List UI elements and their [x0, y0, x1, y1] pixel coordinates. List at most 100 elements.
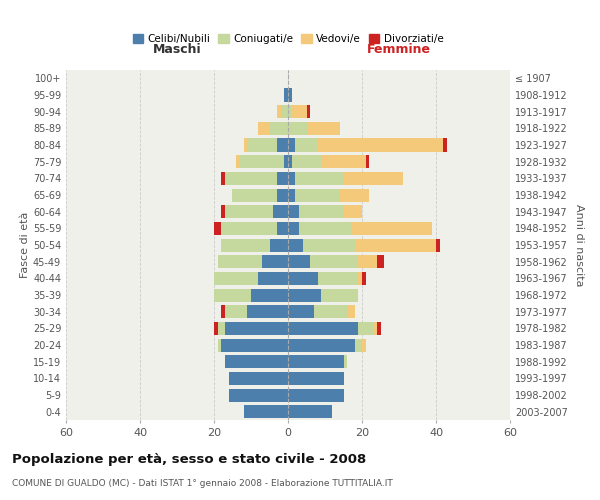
Bar: [358, 255, 377, 268]
Bar: [225, 355, 288, 368]
Bar: [259, 272, 288, 285]
Bar: [292, 155, 322, 168]
Bar: [244, 405, 288, 418]
Bar: [340, 188, 370, 202]
Bar: [277, 138, 288, 151]
Bar: [355, 338, 362, 351]
Bar: [307, 105, 310, 118]
Bar: [288, 272, 317, 285]
Bar: [347, 305, 355, 318]
Bar: [322, 288, 358, 302]
Bar: [247, 305, 288, 318]
Bar: [288, 172, 295, 185]
Bar: [443, 138, 447, 151]
Bar: [314, 305, 347, 318]
Bar: [277, 172, 288, 185]
Bar: [288, 322, 358, 335]
Bar: [284, 155, 288, 168]
Bar: [221, 222, 277, 235]
Bar: [225, 322, 288, 335]
Bar: [221, 205, 225, 218]
Bar: [373, 322, 377, 335]
Text: Maschi: Maschi: [152, 43, 202, 56]
Bar: [362, 272, 366, 285]
Bar: [288, 388, 343, 402]
Bar: [221, 338, 288, 351]
Bar: [214, 222, 221, 235]
Bar: [273, 205, 288, 218]
Bar: [221, 238, 269, 252]
Bar: [310, 255, 358, 268]
Bar: [225, 305, 247, 318]
Bar: [292, 105, 307, 118]
Bar: [288, 222, 299, 235]
Bar: [288, 238, 303, 252]
Bar: [277, 105, 281, 118]
Bar: [358, 272, 362, 285]
Bar: [295, 188, 340, 202]
Bar: [288, 372, 343, 385]
Bar: [303, 238, 355, 252]
Bar: [322, 155, 366, 168]
Bar: [343, 172, 403, 185]
Bar: [218, 338, 221, 351]
Bar: [251, 288, 288, 302]
Bar: [277, 222, 288, 235]
Bar: [277, 188, 288, 202]
Bar: [225, 172, 277, 185]
Y-axis label: Anni di nascita: Anni di nascita: [574, 204, 584, 286]
Bar: [358, 322, 373, 335]
Bar: [343, 355, 347, 368]
Bar: [288, 88, 292, 102]
Bar: [377, 322, 380, 335]
Bar: [295, 172, 343, 185]
Bar: [343, 205, 362, 218]
Bar: [299, 222, 351, 235]
Bar: [225, 205, 273, 218]
Text: COMUNE DI GUALDO (MC) - Dati ISTAT 1° gennaio 2008 - Elaborazione TUTTITALIA.IT: COMUNE DI GUALDO (MC) - Dati ISTAT 1° ge…: [12, 479, 393, 488]
Bar: [436, 238, 440, 252]
Bar: [221, 172, 225, 185]
Y-axis label: Fasce di età: Fasce di età: [20, 212, 30, 278]
Bar: [218, 255, 262, 268]
Bar: [218, 322, 225, 335]
Bar: [214, 272, 259, 285]
Bar: [262, 255, 288, 268]
Bar: [269, 238, 288, 252]
Bar: [288, 138, 295, 151]
Bar: [317, 272, 358, 285]
Bar: [232, 188, 277, 202]
Text: Femmine: Femmine: [367, 43, 431, 56]
Bar: [351, 222, 432, 235]
Bar: [288, 305, 314, 318]
Bar: [288, 255, 310, 268]
Bar: [307, 122, 340, 135]
Bar: [288, 122, 307, 135]
Bar: [247, 138, 277, 151]
Bar: [362, 338, 366, 351]
Bar: [288, 188, 295, 202]
Legend: Celibi/Nubili, Coniugati/e, Vedovi/e, Divorziati/e: Celibi/Nubili, Coniugati/e, Vedovi/e, Di…: [128, 30, 448, 48]
Bar: [229, 388, 288, 402]
Bar: [295, 138, 317, 151]
Bar: [214, 322, 218, 335]
Bar: [288, 105, 292, 118]
Bar: [229, 372, 288, 385]
Text: Popolazione per età, sesso e stato civile - 2008: Popolazione per età, sesso e stato civil…: [12, 452, 366, 466]
Bar: [259, 122, 269, 135]
Bar: [317, 138, 443, 151]
Bar: [281, 105, 288, 118]
Bar: [240, 155, 284, 168]
Bar: [288, 338, 355, 351]
Bar: [221, 305, 225, 318]
Bar: [288, 205, 299, 218]
Bar: [355, 238, 436, 252]
Bar: [269, 122, 288, 135]
Bar: [244, 138, 247, 151]
Bar: [288, 155, 292, 168]
Bar: [288, 288, 322, 302]
Bar: [284, 88, 288, 102]
Bar: [366, 155, 370, 168]
Bar: [377, 255, 384, 268]
Bar: [288, 405, 332, 418]
